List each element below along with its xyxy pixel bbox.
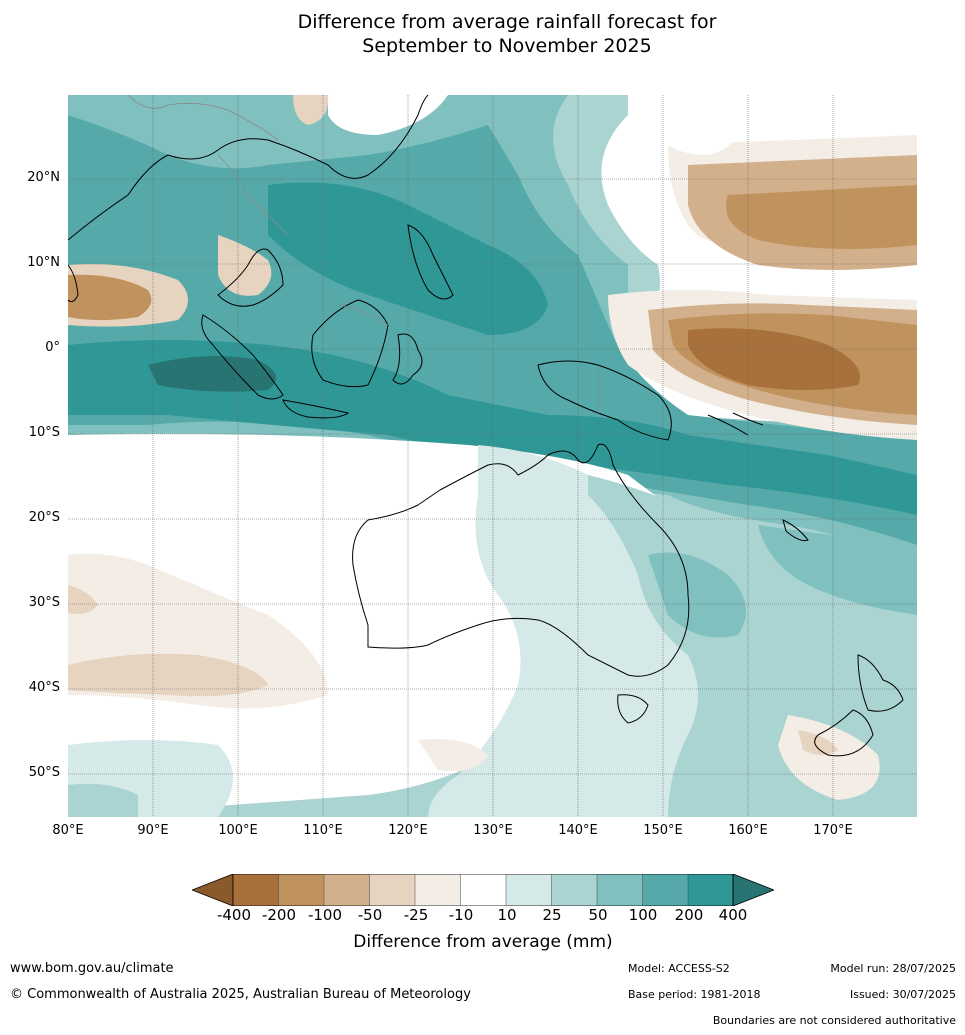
colorbar-tick: -10 <box>448 906 474 924</box>
sulawesi-coast <box>392 333 423 385</box>
philippines-coast <box>407 224 454 300</box>
colorbar-tick: 10 <box>497 906 517 924</box>
boundaries-disclaimer: Boundaries are not considered authoritat… <box>712 1014 956 1027</box>
colorbar-tick: 100 <box>628 906 658 924</box>
country-borders <box>127 95 599 413</box>
lon-label: 80°E <box>52 823 84 838</box>
coastlines <box>68 95 904 757</box>
lon-label: 140°E <box>558 823 598 838</box>
colorbar-tick: -200 <box>261 906 297 924</box>
sumatra-coast <box>201 314 284 400</box>
lat-label: 20°N <box>27 170 60 185</box>
borneo-coast <box>311 299 389 388</box>
map-title-line2: September to November 2025 <box>362 35 652 57</box>
new-zealand-north-coast <box>857 654 904 712</box>
india-coast <box>68 264 79 303</box>
lon-label: 120°E <box>388 823 428 838</box>
model-run-text: Model run: 28/07/2025 <box>830 962 956 975</box>
colorbar-tick: 400 <box>718 906 748 924</box>
colorbar-tick: 200 <box>674 906 704 924</box>
new-guinea-coast <box>537 360 672 441</box>
lat-label: 10°S <box>28 425 60 440</box>
base-period-text: Base period: 1981-2018 <box>628 988 761 1001</box>
java-coast <box>282 399 350 419</box>
lon-label: 160°E <box>728 823 768 838</box>
model-text: Model: ACCESS-S2 <box>628 962 730 975</box>
new-zealand-south-coast <box>814 709 874 757</box>
graticule <box>68 95 917 817</box>
lat-label: 0° <box>45 340 60 355</box>
colorbar-tick: -400 <box>216 906 252 924</box>
lon-label: 130°E <box>473 823 513 838</box>
lon-label: 90°E <box>137 823 169 838</box>
map-title-line1: Difference from average rainfall forecas… <box>297 11 717 33</box>
lat-label: 20°S <box>28 510 60 525</box>
colorbar <box>192 874 774 906</box>
colorbar-tick: -100 <box>307 906 343 924</box>
colorbar-tick: -50 <box>357 906 383 924</box>
lon-label: 170°E <box>813 823 853 838</box>
colorbar-label: Difference from average (mm) <box>353 932 613 952</box>
colorbar-tick: 25 <box>542 906 562 924</box>
australia-coast <box>352 443 690 677</box>
lon-label: 110°E <box>303 823 343 838</box>
tasmania-coast <box>617 694 649 724</box>
lat-label: 50°S <box>28 765 60 780</box>
lat-label: 30°S <box>28 595 60 610</box>
lat-label: 40°S <box>28 680 60 695</box>
website-link[interactable]: www.bom.gov.au/climate <box>10 961 174 976</box>
map-title: Difference from average rainfall forecas… <box>0 10 965 58</box>
wet-extreme-core <box>148 356 276 392</box>
rainfall-anomaly-map <box>68 95 917 817</box>
colorbar-tick: -25 <box>403 906 429 924</box>
colorbar-tick: 50 <box>588 906 608 924</box>
lat-label: 10°N <box>27 255 60 270</box>
lon-label: 150°E <box>643 823 683 838</box>
se-asia-coast <box>68 95 429 307</box>
issued-text: Issued: 30/07/2025 <box>849 988 956 1001</box>
copyright-text: © Commonwealth of Australia 2025, Austra… <box>10 987 471 1002</box>
lon-label: 100°E <box>218 823 258 838</box>
dry-core-pacific <box>688 328 860 390</box>
